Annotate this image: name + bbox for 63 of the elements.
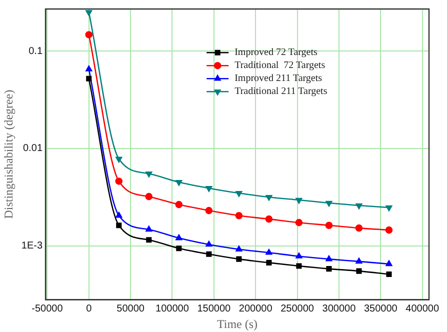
x-tick-label: 250000 <box>280 303 314 314</box>
point <box>266 248 272 255</box>
point <box>236 256 242 262</box>
point <box>386 260 392 266</box>
point <box>266 260 272 266</box>
point <box>206 251 212 257</box>
legend-label: Improved 72 Targets <box>234 47 318 58</box>
x-tick-label: -50000 <box>32 303 64 314</box>
point <box>356 203 362 210</box>
point <box>326 255 332 262</box>
point <box>86 66 92 72</box>
point <box>206 240 212 247</box>
point <box>206 186 212 192</box>
point <box>296 198 302 204</box>
point <box>326 266 332 272</box>
legend-label: Improved 211 Targets <box>234 73 322 84</box>
point <box>296 252 302 258</box>
point <box>116 212 122 218</box>
point <box>236 246 242 252</box>
point <box>235 212 243 220</box>
point <box>266 194 272 201</box>
legend-label: Traditional 211 Targets <box>234 86 328 98</box>
point <box>176 234 182 240</box>
point <box>86 76 92 82</box>
y-tick-label: 1E-3 <box>21 240 43 252</box>
point <box>175 200 183 208</box>
point <box>115 178 123 185</box>
point <box>265 215 273 223</box>
point <box>176 246 182 252</box>
y-tick-label: 0.1 <box>28 46 43 57</box>
y-axis-title: Distinguishability (degree) <box>1 90 16 219</box>
point <box>296 263 302 269</box>
point <box>205 206 213 214</box>
x-tick-label: 150000 <box>197 303 232 314</box>
point <box>86 10 92 16</box>
point <box>116 156 122 163</box>
point <box>295 218 303 226</box>
point <box>386 205 392 212</box>
x-axis-title: Time (s) <box>216 316 258 331</box>
point <box>325 222 333 230</box>
point <box>145 192 153 200</box>
point <box>146 226 152 232</box>
y-tick-label: 0.01 <box>23 143 43 154</box>
x-tick-label: 200000 <box>238 303 273 314</box>
point <box>386 271 392 278</box>
point <box>85 31 93 38</box>
x-tick-label: 0 <box>86 303 92 314</box>
point <box>356 268 362 274</box>
x-tick-label: 100000 <box>156 303 190 314</box>
point <box>116 222 122 228</box>
point <box>176 180 182 186</box>
x-tick-label: 350000 <box>364 303 398 314</box>
x-tick-label: 400000 <box>406 303 440 314</box>
point <box>146 172 152 178</box>
point <box>385 226 393 234</box>
point <box>355 224 363 232</box>
point <box>236 191 242 197</box>
point <box>146 237 152 243</box>
legend-label: Traditional 72 Targets <box>234 60 326 72</box>
point <box>326 200 332 207</box>
x-tick-label: 300000 <box>322 303 356 314</box>
point <box>356 258 362 264</box>
x-tick-label: 50000 <box>116 303 145 314</box>
